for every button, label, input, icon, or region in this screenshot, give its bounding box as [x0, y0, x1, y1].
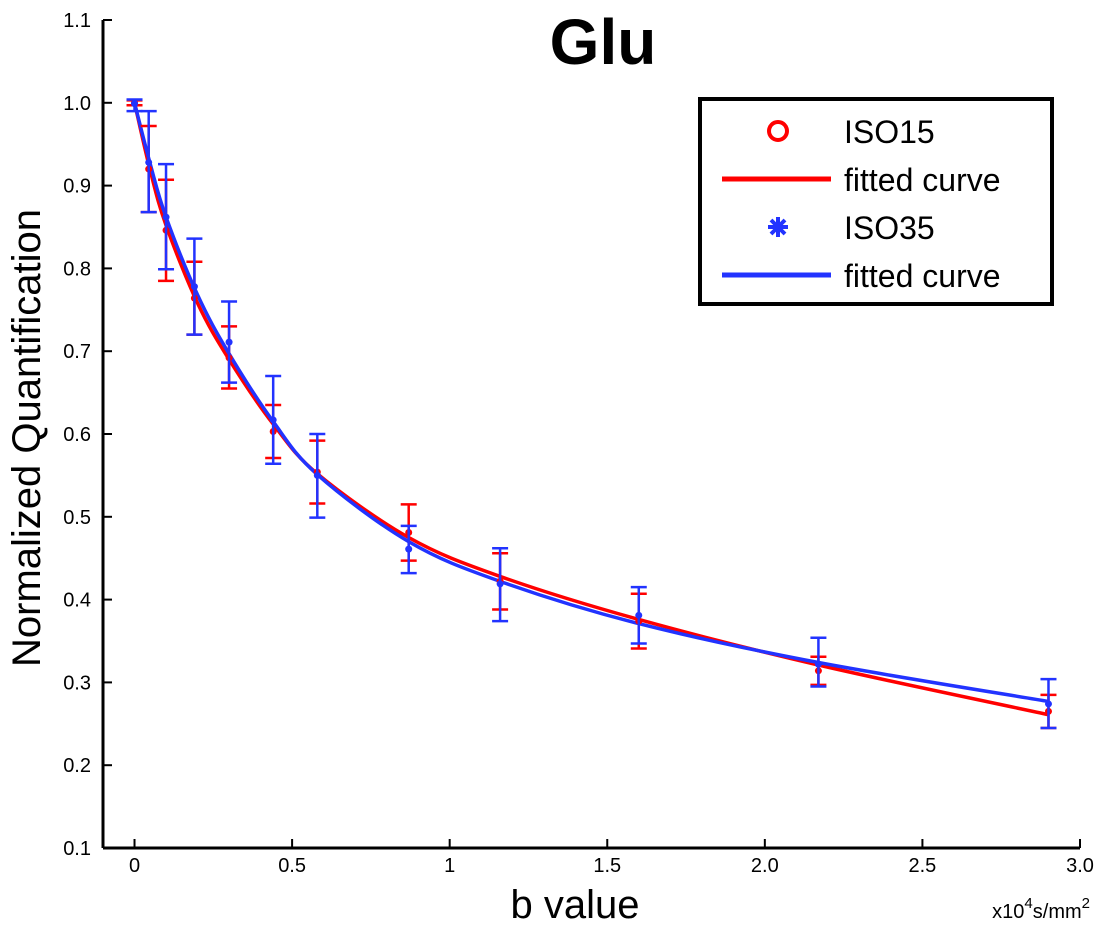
y-tick-label: 1.0	[63, 93, 91, 115]
fitted-curve-series-3	[132, 102, 1049, 704]
data-point-iso35	[225, 338, 233, 346]
data-point-iso35	[190, 283, 198, 291]
x-unit-exponent-2: 2	[1082, 895, 1090, 912]
y-tick-label: 0.3	[63, 672, 91, 694]
data-point-iso35	[1044, 700, 1052, 708]
x-unit-exponent: 4	[1024, 895, 1032, 912]
data-point-iso35	[814, 660, 822, 668]
y-tick-label: 0.5	[63, 507, 91, 529]
x-unit-prefix: x10	[992, 901, 1024, 923]
data-point-iso35	[162, 213, 170, 221]
x-axis-title: b value	[511, 883, 640, 927]
legend-label-blue-fit: fitted curve	[844, 258, 1001, 294]
data-point-iso35	[145, 158, 153, 166]
legend-marker-iso15	[767, 120, 789, 142]
y-tick-label: 0.7	[63, 341, 91, 363]
data-point-iso35	[496, 580, 504, 588]
y-tick-label: 0.1	[63, 838, 91, 860]
x-tick-label: 1	[444, 855, 455, 877]
legend-label-iso35: ISO35	[844, 210, 935, 246]
data-point-iso35	[635, 611, 643, 619]
legend-label-red-fit: fitted curve	[844, 162, 1001, 198]
legend: ISO15 fitted curve ISO35 fitted curve	[698, 97, 1054, 306]
x-unit-middle: s/mm	[1033, 901, 1082, 923]
y-tick-label: 1.1	[63, 10, 91, 32]
plot-area: 0 0.5 1 1.5 2.0 2.5 3.0 0.1 0.2 0.3 0.4 0.5 0.6 0.7 0.…	[63, 10, 1094, 877]
data-point-iso35	[405, 545, 413, 553]
x-tick-label: 2.0	[751, 855, 779, 877]
legend-marker-iso35	[768, 217, 788, 237]
legend-label-iso15: ISO15	[844, 114, 935, 150]
data-point-iso35	[269, 416, 277, 424]
x-tick-label: 1.5	[593, 855, 621, 877]
x-tick-label: 2.5	[909, 855, 937, 877]
y-axis-title: Normalized Quantification	[5, 209, 49, 667]
y-tick-label: 0.4	[63, 590, 91, 612]
x-tick-label: 3.0	[1066, 855, 1094, 877]
data-point-iso35	[313, 471, 321, 479]
y-tick-label: 0.9	[63, 176, 91, 198]
x-tick-label: 0	[129, 855, 140, 877]
legend-box	[698, 97, 1054, 306]
y-tick-label: 0.6	[63, 424, 91, 446]
y-tick-label: 0.8	[63, 258, 91, 280]
y-tick-label: 0.2	[63, 755, 91, 777]
x-axis-unit: x104s/mm2	[992, 895, 1090, 923]
chart-title: Glu	[550, 6, 657, 78]
x-tick-label: 0.5	[278, 855, 306, 877]
data-point-iso35	[131, 100, 139, 108]
